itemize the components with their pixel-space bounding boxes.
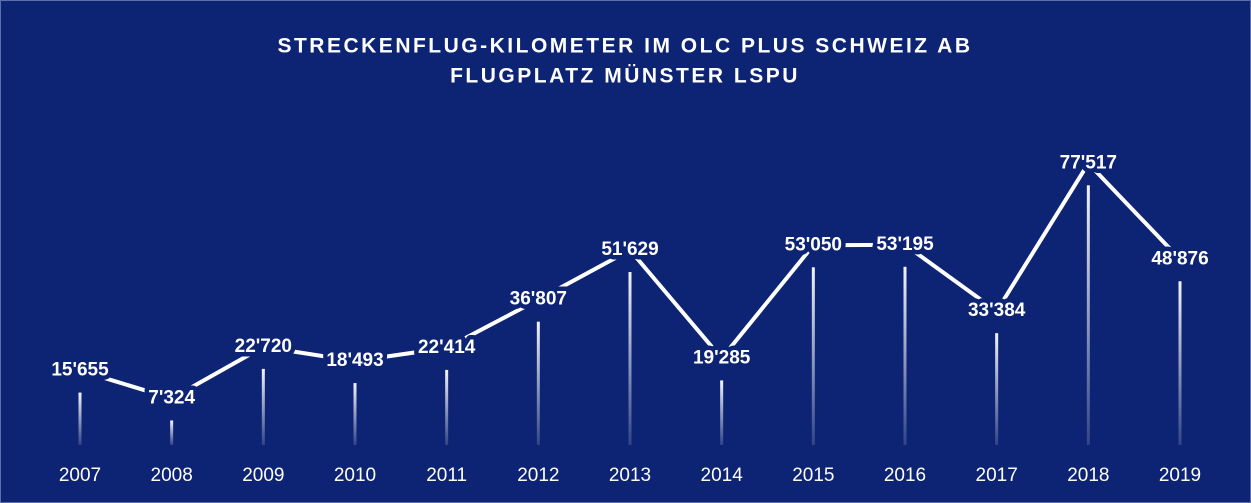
data-label: 51'629 xyxy=(601,239,658,260)
drop-line xyxy=(811,267,815,445)
drop-line xyxy=(995,333,999,445)
data-label: 15'655 xyxy=(51,360,109,381)
x-tick-label: 2014 xyxy=(701,465,744,486)
x-tick-label: 2019 xyxy=(1159,465,1201,486)
x-tick-label: 2012 xyxy=(517,465,559,486)
data-label: 33'384 xyxy=(968,300,1026,321)
x-tick-label: 2011 xyxy=(426,465,467,486)
x-tick-label: 2018 xyxy=(1067,465,1109,486)
data-label: 18'493 xyxy=(326,350,383,371)
chart-title: FLUGPLATZ MÜNSTER LSPU xyxy=(450,65,800,88)
data-line xyxy=(79,160,1182,401)
data-label: 53'050 xyxy=(785,234,842,255)
drop-line xyxy=(1178,281,1182,445)
drop-line xyxy=(78,392,82,445)
drop-line xyxy=(536,321,540,445)
x-tick-label: 2013 xyxy=(609,465,651,486)
x-tick-label: 2015 xyxy=(792,465,834,486)
data-label: 48'876 xyxy=(1151,248,1208,269)
x-tick-label: 2016 xyxy=(884,465,926,486)
data-label: 77'517 xyxy=(1060,152,1117,173)
data-label: 53'195 xyxy=(876,234,934,255)
data-label: 36'807 xyxy=(510,289,567,310)
data-label: 19'285 xyxy=(693,347,751,368)
drop-line xyxy=(170,420,174,445)
data-label: 22'414 xyxy=(418,337,476,358)
drop-line xyxy=(353,383,357,445)
x-tick-label: 2008 xyxy=(151,465,193,486)
drop-line xyxy=(903,266,907,445)
x-tick-label: 2010 xyxy=(334,465,376,486)
data-label: 7'324 xyxy=(148,387,195,408)
drop-line xyxy=(720,380,724,445)
data-label: 22'720 xyxy=(235,336,292,357)
drop-line xyxy=(628,272,632,445)
chart-title: STRECKENFLUG-KILOMETER IM OLC PLUS SCHWE… xyxy=(277,35,972,58)
drop-line xyxy=(1086,185,1090,445)
drop-line xyxy=(261,368,265,445)
drop-line xyxy=(445,369,449,445)
x-tick-label: 2017 xyxy=(976,465,1018,486)
x-tick-label: 2007 xyxy=(59,465,101,486)
x-tick-label: 2009 xyxy=(242,465,284,486)
